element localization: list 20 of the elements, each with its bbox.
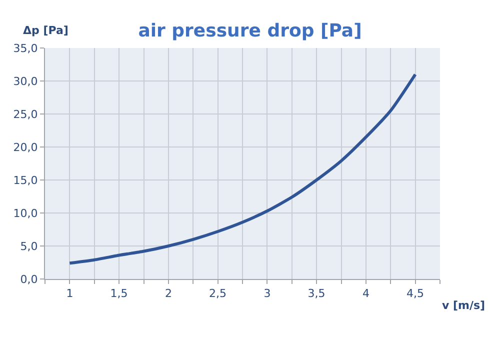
x-tick-label: 3,5 [308,287,326,300]
y-tick-label: 20,0 [13,140,38,154]
chart-title: air pressure drop [Pa] [138,20,362,42]
y-tick-label: 35,0 [13,42,38,55]
x-axis-title: v [m/s] [442,299,486,312]
x-tick-label: 3 [264,287,271,300]
x-tick-label: 4 [362,287,370,300]
y-tick-label: 25,0 [13,108,38,121]
y-tick-label: 30,0 [13,74,38,88]
y-tick-label: 10,0 [13,206,38,220]
y-tick-label: 0,0 [20,272,38,286]
x-tick-label: 1 [66,287,74,300]
y-tick-label: 15,0 [13,174,38,187]
y-axis-title: Δp [Pa] [23,24,68,37]
x-tick-label: 4,5 [406,287,424,300]
x-tick-label: 2,5 [209,287,227,300]
x-tick-label: 2 [164,287,172,300]
y-tick-label: 5,0 [20,240,38,253]
line-series [68,72,417,265]
x-tick-label: 1,5 [110,287,128,300]
